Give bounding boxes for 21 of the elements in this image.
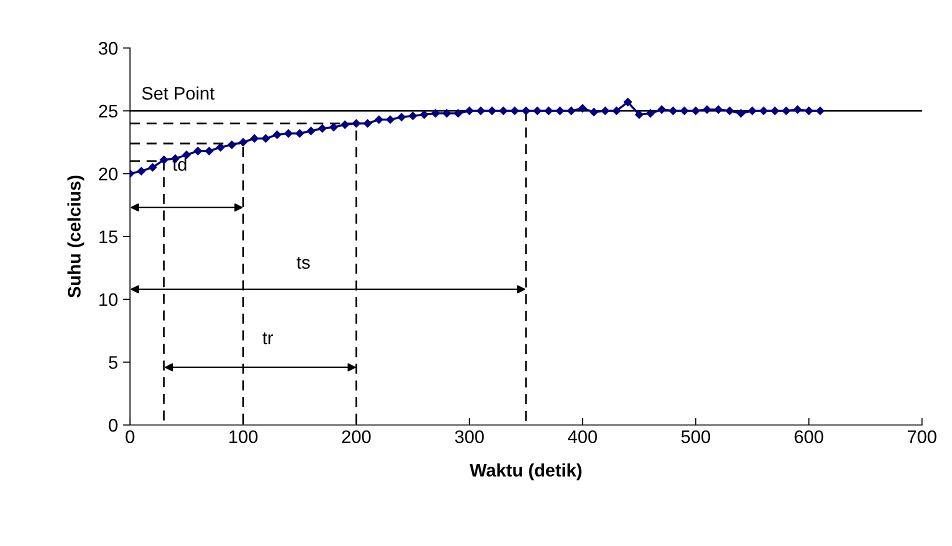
y-tick-label: 20 — [99, 168, 118, 180]
y-tick-label: 30 — [98, 42, 118, 55]
x-tick-label: 300 — [455, 430, 484, 444]
y-tick-label: 25 — [99, 104, 118, 118]
annotation: tr — [262, 332, 274, 344]
y-tick-label: 5 — [108, 356, 118, 369]
x-axis-title: Waktu (detik) — [470, 463, 582, 480]
x-tick-label: 600 — [794, 430, 824, 444]
annotation: td — [172, 158, 186, 171]
x-tick-label: 200 — [342, 430, 371, 444]
ref-line-label: Set Point — [142, 86, 214, 100]
y-tick-label: 15 — [99, 230, 118, 244]
x-tick-label: 100 — [229, 430, 258, 444]
annotation: ts — [296, 257, 310, 269]
x-tick-label: 500 — [681, 430, 710, 444]
x-tick-label: 400 — [568, 430, 597, 444]
x-tick-label: 0 — [126, 430, 134, 444]
x-tick-label: 700 — [908, 430, 936, 444]
y-tick-label: 0 — [108, 418, 118, 432]
y-tick-label: 10 — [99, 293, 118, 306]
y-axis-title: Suhu (celcius) — [67, 176, 84, 298]
